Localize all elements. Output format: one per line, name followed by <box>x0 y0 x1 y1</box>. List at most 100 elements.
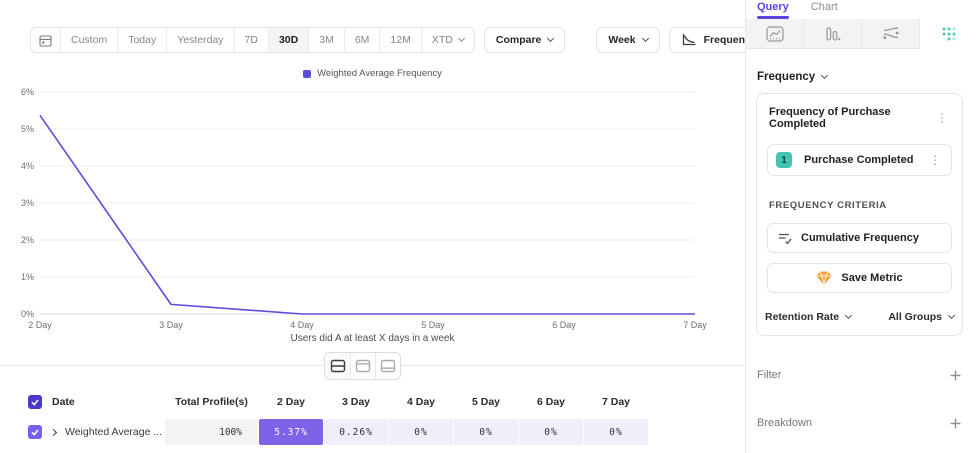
frequency-criteria-label: FREQUENCY CRITERIA <box>769 200 887 211</box>
frequency-curve-icon <box>682 34 696 46</box>
metric-menu-icon[interactable]: ⋮ <box>936 111 948 125</box>
value-cell[interactable]: 0.26% <box>324 419 388 445</box>
compare-button[interactable]: Compare <box>483 27 566 53</box>
column-header-date: Date <box>52 396 75 408</box>
sidebar-tabs: Query Chart <box>746 0 977 19</box>
svg-text:5 Day: 5 Day <box>421 320 445 330</box>
calendar-button[interactable] <box>31 28 60 52</box>
chart-view-toggle[interactable] <box>350 353 375 379</box>
date-range-option[interactable]: 12M <box>379 28 420 52</box>
date-range-option[interactable]: Yesterday <box>166 28 233 52</box>
chevron-down-icon <box>547 34 555 43</box>
filter-label: Filter <box>757 369 782 381</box>
column-header-total: Total Profile(s) <box>175 396 248 408</box>
split-view-toggle[interactable] <box>325 353 350 379</box>
date-range-option[interactable]: 7D <box>233 28 268 52</box>
event-index-badge: 1 <box>776 152 792 168</box>
metric-card-footer: Retention Rate All Groups <box>765 299 956 335</box>
value-cell[interactable]: 0% <box>389 419 453 445</box>
breakdown-section: Breakdown <box>746 417 977 429</box>
table-view-icon <box>380 359 396 373</box>
results-table: Date Total Profile(s) 2 Day 3 Day 4 Day … <box>0 392 745 445</box>
chart-type-frequency-button[interactable] <box>919 19 977 49</box>
table-view-toggle[interactable] <box>375 353 400 379</box>
svg-text:0%: 0% <box>21 309 34 319</box>
chart-type-line-button[interactable] <box>746 19 803 49</box>
expand-row-icon[interactable] <box>49 428 58 436</box>
value-cell[interactable]: 0% <box>584 419 648 445</box>
svg-text:2 Day: 2 Day <box>28 320 52 330</box>
cumulative-frequency-button[interactable]: Cumulative Frequency <box>767 223 952 253</box>
svg-text:3%: 3% <box>21 198 34 208</box>
date-range-toolbar: Custom Today Yesterday 7D 30D 3M 6M 12M … <box>30 27 814 53</box>
column-header-day: 7 Day <box>601 396 631 408</box>
date-range-group: Custom Today Yesterday 7D 30D 3M 6M 12M … <box>30 27 475 53</box>
metric-title: Frequency of Purchase Completed <box>769 106 891 130</box>
query-sidebar: Query Chart <box>745 0 977 453</box>
value-cell[interactable]: 5.37% <box>259 419 323 445</box>
svg-text:6%: 6% <box>21 87 34 97</box>
column-header-day: 3 Day <box>341 396 371 408</box>
svg-text:5%: 5% <box>21 124 34 134</box>
svg-text:7 Day: 7 Day <box>683 320 707 330</box>
interval-label: Week <box>608 34 636 46</box>
bar-chart-icon <box>826 26 841 41</box>
chevron-down-icon <box>845 311 853 320</box>
tab-query[interactable]: Query <box>757 1 789 19</box>
measure-label: Retention Rate <box>765 311 840 323</box>
legend-swatch <box>303 69 312 78</box>
criteria-value: Cumulative Frequency <box>801 232 919 244</box>
check-icon <box>31 399 39 406</box>
column-header-day: 6 Day <box>536 396 566 408</box>
line-chart-icon <box>765 25 784 42</box>
split-view-icon <box>330 359 345 373</box>
chevron-down-icon <box>821 71 829 80</box>
measure-select[interactable]: Retention Rate <box>765 311 853 323</box>
select-all-checkbox[interactable] <box>28 395 42 409</box>
frequency-line-chart[interactable]: 0% 1% 2% 3% 4% 5% 6% 2 Day 3 Day 4 Day 5 Day 6 Day 7… <box>0 84 745 334</box>
chart-legend: Weighted Average Frequency <box>0 68 745 79</box>
xtd-label: XTD <box>431 34 453 46</box>
metric-card: Frequency of Purchase Completed ⋮ 1 Purc… <box>756 93 963 336</box>
plus-icon <box>950 370 961 380</box>
svg-text:4 Day: 4 Day <box>290 320 314 330</box>
chart-view-icon <box>355 359 371 373</box>
tab-chart[interactable]: Chart <box>810 1 838 13</box>
row-checkbox[interactable] <box>28 425 42 439</box>
chart-type-bar-button[interactable] <box>803 19 861 49</box>
interval-select[interactable]: Week <box>596 27 660 53</box>
row-label: Weighted Average ... <box>65 426 163 438</box>
chevron-down-icon <box>947 311 956 320</box>
criteria-list-icon <box>779 233 792 244</box>
value-cell[interactable]: 0% <box>454 419 518 445</box>
breakdown-label: Breakdown <box>757 417 813 429</box>
calendar-icon <box>39 34 52 47</box>
column-header-day: 2 Day <box>276 396 306 408</box>
save-metric-button[interactable]: Save Metric <box>767 263 952 293</box>
groups-label: All Groups <box>888 311 942 323</box>
add-filter-button[interactable] <box>950 370 961 381</box>
frequency-section-label: Frequency <box>757 71 816 83</box>
metric-title-row: Frequency of Purchase Completed ⋮ <box>767 106 952 130</box>
date-range-option[interactable]: 6M <box>343 28 380 52</box>
date-range-option[interactable]: Today <box>117 28 166 52</box>
view-toggle-group <box>324 352 401 380</box>
svg-text:3 Day: 3 Day <box>159 320 183 330</box>
value-cell[interactable]: 0% <box>519 419 583 445</box>
flow-chart-icon <box>883 27 898 39</box>
svg-text:4%: 4% <box>21 161 34 171</box>
event-row[interactable]: 1 Purchase Completed ⋮ <box>767 144 952 176</box>
event-name: Purchase Completed <box>804 154 914 166</box>
date-range-option[interactable]: Custom <box>60 28 117 52</box>
groups-select[interactable]: All Groups <box>888 311 956 323</box>
plus-icon <box>950 418 961 428</box>
event-menu-icon[interactable]: ⋮ <box>929 153 941 167</box>
date-range-option-xtd[interactable]: XTD <box>420 28 474 52</box>
save-metric-label: Save Metric <box>841 272 903 284</box>
frequency-section-header[interactable]: Frequency <box>746 71 977 83</box>
add-breakdown-button[interactable] <box>950 418 961 429</box>
date-range-option[interactable]: 3M <box>308 28 344 52</box>
date-range-option[interactable]: 30D <box>267 28 309 52</box>
chart-type-flow-button[interactable] <box>861 19 919 49</box>
